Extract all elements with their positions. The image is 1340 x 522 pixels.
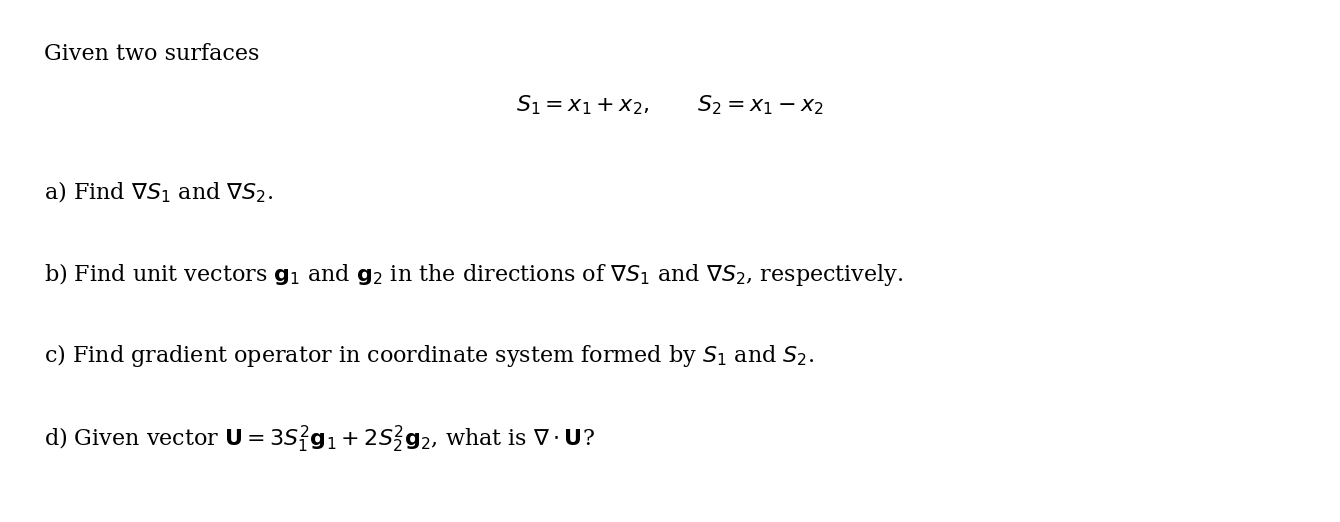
Text: d) Given vector $\mathbf{U} = 3S_1^2\mathbf{g}_1 + 2S_2^2\mathbf{g}_2$, what is : d) Given vector $\mathbf{U} = 3S_1^2\mat…	[44, 423, 595, 455]
Text: c) Find gradient operator in coordinate system formed by $S_1$ and $S_2$.: c) Find gradient operator in coordinate …	[44, 342, 815, 369]
Text: b) Find unit vectors $\mathbf{g}_1$ and $\mathbf{g}_2$ in the directions of $\na: b) Find unit vectors $\mathbf{g}_1$ and …	[44, 261, 903, 288]
Text: a) Find $\nabla S_1$ and $\nabla S_2$.: a) Find $\nabla S_1$ and $\nabla S_2$.	[44, 180, 273, 205]
Text: Given two surfaces: Given two surfaces	[44, 42, 260, 65]
Text: $S_1 = x_1 + x_2, \qquad S_2 = x_1 - x_2$: $S_1 = x_1 + x_2, \qquad S_2 = x_1 - x_2…	[516, 93, 824, 117]
